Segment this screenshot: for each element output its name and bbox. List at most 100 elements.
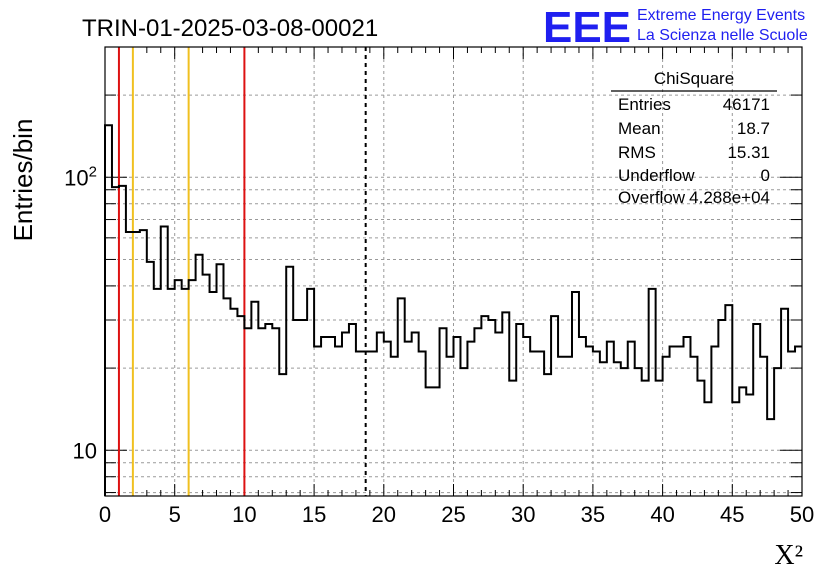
y-tick-label: 10: [73, 438, 97, 463]
histogram-bin: [711, 346, 718, 496]
histogram-bin: [321, 337, 328, 496]
histogram-bin: [286, 267, 293, 496]
histogram-bin: [516, 324, 523, 496]
histogram-bin: [767, 419, 774, 496]
histogram-bin: [237, 316, 244, 496]
histogram-bin: [502, 312, 509, 496]
x-tick-label: 15: [302, 502, 326, 527]
histogram-bin: [175, 280, 182, 496]
x-tick-label: 45: [720, 502, 744, 527]
histogram-bin: [509, 381, 516, 496]
stat-rms-label: RMS: [618, 143, 656, 162]
histogram-bin: [112, 187, 119, 496]
histogram-bin: [223, 298, 230, 496]
y-axis-label: Entries/bin: [8, 119, 38, 242]
histogram-bin: [725, 305, 732, 496]
histogram-bin: [586, 346, 593, 496]
stats-title: ChiSquare: [654, 69, 734, 88]
histogram-bin: [189, 280, 196, 496]
histogram-bin: [384, 342, 391, 496]
histogram-bin: [488, 320, 495, 496]
histogram-bin: [147, 262, 154, 496]
x-tick-label: 35: [581, 502, 605, 527]
histogram-bin: [419, 352, 426, 496]
histogram-bin: [203, 275, 210, 496]
histogram-bin: [356, 352, 363, 496]
histogram-bin: [272, 328, 279, 496]
histogram-bin: [579, 337, 586, 496]
histogram-bin: [105, 125, 112, 496]
histogram-bin: [607, 342, 614, 496]
histogram-bin: [656, 381, 663, 496]
histogram-bin: [412, 333, 419, 496]
histogram-bin: [454, 337, 461, 496]
histogram-bin: [433, 387, 440, 496]
histogram-bin: [398, 298, 405, 496]
histogram-bin: [704, 402, 711, 496]
run-title: TRIN-01-2025-03-08-00021: [82, 15, 378, 42]
histogram: [104, 124, 802, 496]
histogram-bin: [732, 402, 739, 496]
histogram-bin: [781, 309, 788, 496]
histogram-bin: [467, 342, 474, 496]
logo-line-2: La Scienza nelle Scuole: [637, 27, 808, 44]
x-axis-label: X²: [774, 540, 803, 571]
histogram-bin: [684, 337, 691, 496]
histogram-bin: [391, 357, 398, 496]
histogram-bin: [670, 346, 677, 496]
histogram-bin: [788, 352, 795, 496]
histogram-bin: [210, 292, 217, 496]
histogram-bin: [405, 342, 412, 496]
histogram-bin: [133, 232, 140, 496]
histogram-bin: [621, 368, 628, 496]
histogram-outline: [104, 124, 802, 496]
stat-mean-value: 18.7: [737, 119, 770, 138]
histogram-bin: [753, 324, 760, 496]
histogram-bin: [370, 352, 377, 496]
histogram-bin: [196, 255, 203, 496]
histogram-bin: [523, 337, 530, 496]
histogram-bin: [307, 289, 314, 496]
histogram-bin: [565, 357, 572, 496]
histogram-bin: [440, 328, 447, 496]
histogram-bin: [161, 227, 168, 496]
histogram-bin: [342, 333, 349, 496]
stat-underflow-value: 0: [761, 166, 770, 185]
x-tick-label: 40: [650, 502, 674, 527]
histogram-bin: [774, 368, 781, 496]
histogram-bin: [154, 289, 161, 496]
histogram-bin: [628, 342, 635, 496]
histogram-bin: [697, 381, 704, 496]
histogram-bin: [377, 333, 384, 496]
plot-frame: [104, 46, 803, 497]
histogram-bin: [230, 309, 237, 496]
histogram-bin: [544, 374, 551, 496]
histogram-bin: [119, 186, 126, 496]
x-tick-label: 50: [790, 502, 814, 527]
histogram-bin: [335, 346, 342, 496]
histogram-bin: [182, 289, 189, 496]
histogram-bin: [690, 357, 697, 496]
histogram-bin: [677, 346, 684, 496]
stats-box: ChiSquare Entries 46171 Mean 18.7 RMS 15…: [611, 69, 777, 207]
y-tick-exponent: 2: [89, 163, 97, 180]
stat-entries-label: Entries: [618, 95, 671, 114]
histogram-bin: [795, 346, 802, 496]
histogram-bin: [168, 289, 175, 496]
histogram-bin: [349, 324, 356, 496]
stat-overflow-value: 4.288e+04: [689, 188, 770, 207]
histogram-bin: [251, 302, 258, 496]
histogram-bin: [140, 230, 147, 496]
histogram-bin: [126, 232, 133, 496]
stat-underflow-label: Underflow: [618, 166, 695, 185]
histogram-bin: [314, 346, 321, 496]
histogram-bin: [447, 357, 454, 496]
histogram-bin: [642, 381, 649, 496]
histogram-bin: [495, 333, 502, 496]
histogram-bin: [760, 357, 767, 496]
histogram-bin: [739, 387, 746, 496]
histogram-bin: [258, 328, 265, 496]
histogram-bin: [265, 324, 272, 496]
histogram-bin: [426, 387, 433, 496]
